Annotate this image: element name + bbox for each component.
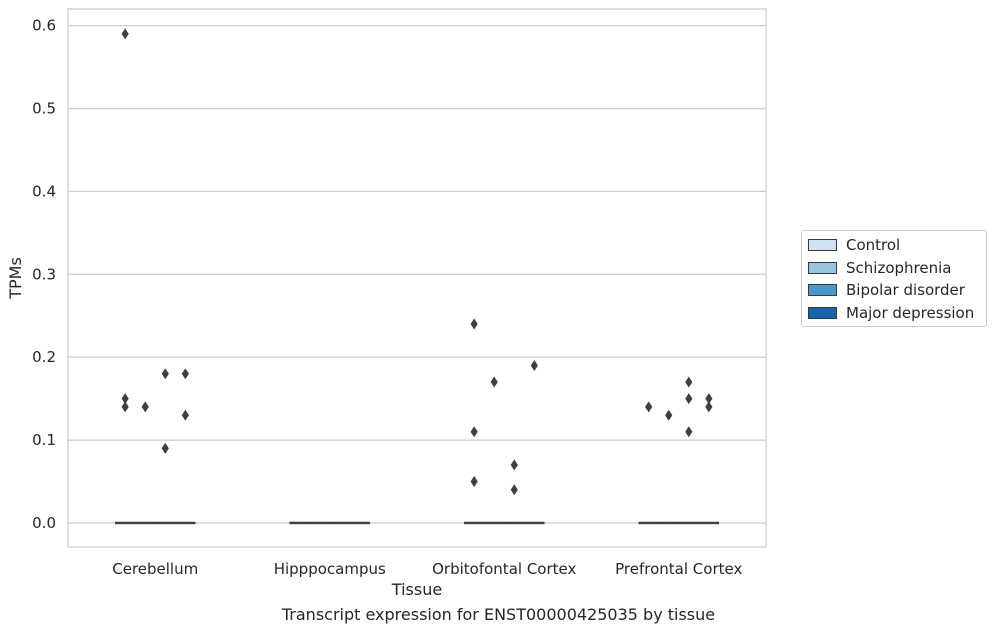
- x-axis-label: Tissue: [391, 580, 442, 599]
- outlier-point: [121, 401, 129, 413]
- outlier-point: [161, 442, 169, 454]
- outlier-point: [181, 368, 189, 380]
- legend-swatch: [808, 306, 837, 319]
- outlier-point: [121, 393, 129, 405]
- x-tick-label: Hipppocampus: [274, 560, 386, 578]
- y-axis-label: TPMs: [6, 257, 25, 300]
- y-tick-label: 0.6: [32, 17, 56, 35]
- box-groups: [115, 521, 719, 525]
- outlier-point: [510, 459, 518, 471]
- plot-frame: [67, 8, 767, 548]
- y-tick-label: 0.3: [32, 265, 56, 283]
- legend-label: Schizophrenia: [846, 258, 952, 277]
- y-tick-label: 0.5: [32, 99, 56, 117]
- legend: Control Schizophrenia Bipolar disorder M…: [801, 230, 987, 327]
- chart-caption: Transcript expression for ENST0000042503…: [281, 605, 716, 624]
- x-tick-label: Cerebellum: [112, 560, 198, 578]
- legend-swatch: [808, 239, 837, 252]
- legend-label: Control: [846, 236, 901, 255]
- outlier-point: [470, 318, 478, 330]
- outlier-point: [470, 426, 478, 438]
- outlier-points: [121, 28, 713, 496]
- legend-item-bipolar-disorder: Bipolar disorder: [808, 279, 986, 302]
- x-tick-labels: Cerebellum Hipppocampus Orbitofontal Corte…: [112, 560, 742, 578]
- outlier-point: [470, 476, 478, 488]
- y-tick-label: 0.4: [32, 182, 56, 200]
- outlier-point: [705, 393, 713, 405]
- outlier-point: [665, 409, 673, 421]
- y-tick-label: 0.1: [32, 431, 56, 449]
- outlier-point: [490, 376, 498, 388]
- outlier-point: [645, 401, 653, 413]
- outlier-point: [530, 359, 538, 371]
- outlier-point: [510, 484, 518, 496]
- outlier-point: [685, 376, 693, 388]
- legend-swatch: [808, 284, 837, 297]
- y-tick-label: 0.2: [32, 348, 56, 366]
- legend-swatch: [808, 261, 837, 274]
- legend-item-major-depression: Major depression: [808, 302, 986, 325]
- y-tick-label: 0.0: [32, 514, 56, 532]
- grid-lines: [68, 24, 766, 524]
- outlier-point: [685, 426, 693, 438]
- outlier-point: [141, 401, 149, 413]
- outlier-point: [705, 401, 713, 413]
- outlier-point: [685, 393, 693, 405]
- x-tick-label: Orbitofontal Cortex: [432, 560, 576, 578]
- legend-item-schizophrenia: Schizophrenia: [808, 257, 986, 280]
- legend-label: Bipolar disorder: [846, 281, 965, 300]
- outlier-point: [181, 409, 189, 421]
- outlier-point: [121, 28, 129, 40]
- legend-item-control: Control: [808, 234, 986, 257]
- legend-label: Major depression: [846, 303, 975, 322]
- y-tick-labels: 0.0 0.1 0.2 0.3 0.4 0.5 0.6: [32, 17, 56, 532]
- outlier-point: [161, 368, 169, 380]
- x-tick-label: Prefrontal Cortex: [615, 560, 742, 578]
